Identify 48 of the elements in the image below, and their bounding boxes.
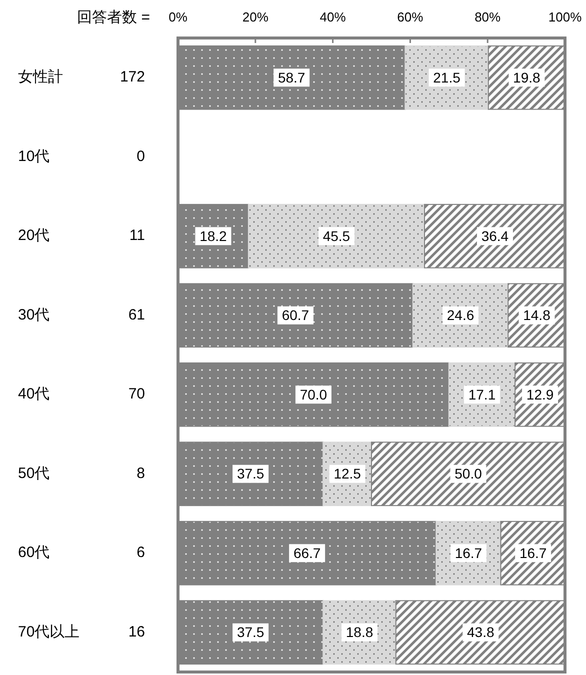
data-label: 36.4 xyxy=(481,228,509,244)
text: 回答者数 = xyxy=(77,8,150,26)
data-label: 70.0 xyxy=(300,386,328,402)
data-label: 12.9 xyxy=(526,386,554,402)
text: 172 xyxy=(120,68,145,86)
x-tick-label: 100% xyxy=(548,9,582,24)
y-tick-label: 40代 xyxy=(18,386,50,403)
text: 8 xyxy=(136,464,145,482)
data-label: 37.5 xyxy=(236,624,264,640)
x-tick-label: 20% xyxy=(242,9,269,24)
y-tick-label: 20代 xyxy=(18,227,50,244)
bar xyxy=(412,283,509,348)
data-label: 19.8 xyxy=(513,69,541,86)
bar xyxy=(248,204,426,268)
bar xyxy=(404,45,489,110)
data-label: 24.6 xyxy=(446,307,474,324)
data-label: 12.5 xyxy=(334,466,362,482)
y-tick-label: 60代 xyxy=(18,544,50,562)
x-tick-label: 80% xyxy=(474,9,502,24)
data-label: 43.8 xyxy=(467,624,494,640)
x-tick-label: 40% xyxy=(320,9,346,24)
data-label: 45.5 xyxy=(322,228,350,244)
text: 70 xyxy=(128,386,145,403)
data-label: 17.1 xyxy=(468,386,496,402)
data-label: 37.5 xyxy=(236,466,264,482)
data-label: 58.7 xyxy=(278,69,306,86)
x-tick-label: 60% xyxy=(397,9,424,24)
y-tick-label: 70代以上 xyxy=(18,623,80,640)
text: 6 xyxy=(136,544,145,562)
data-label: 16.7 xyxy=(519,544,547,561)
y-tick-label: 10代 xyxy=(18,148,50,165)
y-tick-label: 50代 xyxy=(18,464,50,482)
data-label: 66.7 xyxy=(293,544,321,561)
x-tick-label: 0% xyxy=(168,9,188,24)
data-label: 14.8 xyxy=(523,307,551,324)
bar xyxy=(322,600,396,665)
text: 0 xyxy=(136,148,145,165)
data-label: 16.7 xyxy=(454,544,482,561)
y-tick-label: 30代 xyxy=(18,306,50,324)
data-label: 60.7 xyxy=(282,307,310,324)
text: 16 xyxy=(128,623,145,640)
text: 11 xyxy=(129,227,145,244)
text: 61 xyxy=(128,306,145,324)
data-label: 21.5 xyxy=(433,69,461,86)
data-label: 18.2 xyxy=(200,228,228,244)
data-label: 18.8 xyxy=(346,624,374,640)
data-label: 50.0 xyxy=(454,466,482,482)
y-tick-label: 女性計 xyxy=(18,68,63,86)
